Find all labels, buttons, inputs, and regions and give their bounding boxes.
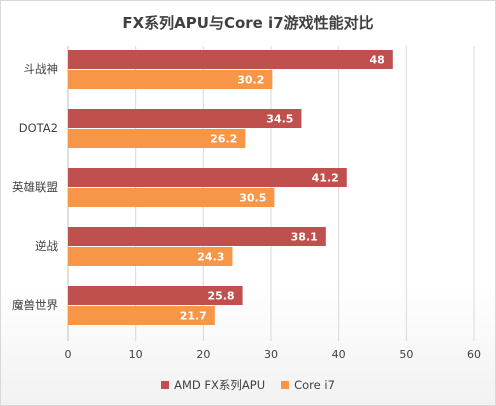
x-tick-label: 10 xyxy=(129,348,143,361)
x-tick-label: 60 xyxy=(467,348,481,361)
legend-swatch-amd xyxy=(161,381,170,389)
legend-item-intel: Core i7 xyxy=(281,378,335,392)
data-label: 30.2 xyxy=(237,74,264,87)
data-label: 48 xyxy=(369,54,384,67)
x-tick-label: 40 xyxy=(332,348,346,361)
bar xyxy=(68,188,275,207)
bar xyxy=(68,306,215,325)
x-tick-label: 50 xyxy=(399,348,413,361)
data-label: 25.8 xyxy=(207,290,234,303)
legend-label-amd: AMD FX系列APU xyxy=(174,378,266,392)
category-label: 斗战神 xyxy=(24,62,59,76)
category-label: 逆战 xyxy=(35,239,58,253)
legend: AMD FX系列APU Core i7 xyxy=(0,377,496,393)
data-label: 41.2 xyxy=(312,172,339,185)
x-tick-label: 30 xyxy=(264,348,278,361)
x-tick-label: 0 xyxy=(65,348,72,361)
bar xyxy=(68,227,326,246)
data-label: 21.7 xyxy=(180,310,207,323)
category-label: 英雄联盟 xyxy=(12,180,58,194)
bar xyxy=(68,109,302,128)
bar xyxy=(68,70,273,89)
data-label: 30.5 xyxy=(239,192,266,205)
bar xyxy=(68,129,246,148)
data-label: 38.1 xyxy=(291,231,318,244)
bar xyxy=(68,50,393,69)
legend-item-amd: AMD FX系列APU xyxy=(161,377,265,393)
legend-swatch-intel xyxy=(281,381,290,389)
bar xyxy=(68,286,243,305)
legend-label-intel: Core i7 xyxy=(294,378,335,392)
data-label: 24.3 xyxy=(197,251,224,264)
category-label: DOTA2 xyxy=(19,121,58,135)
category-label: 魔兽世界 xyxy=(12,298,58,312)
bar xyxy=(68,247,233,266)
x-tick-label: 20 xyxy=(196,348,210,361)
data-label: 34.5 xyxy=(266,113,293,126)
data-label: 26.2 xyxy=(210,133,237,146)
chart-title: FX系列APU与Core i7游戏性能对比 xyxy=(122,14,374,32)
bar xyxy=(68,168,347,187)
